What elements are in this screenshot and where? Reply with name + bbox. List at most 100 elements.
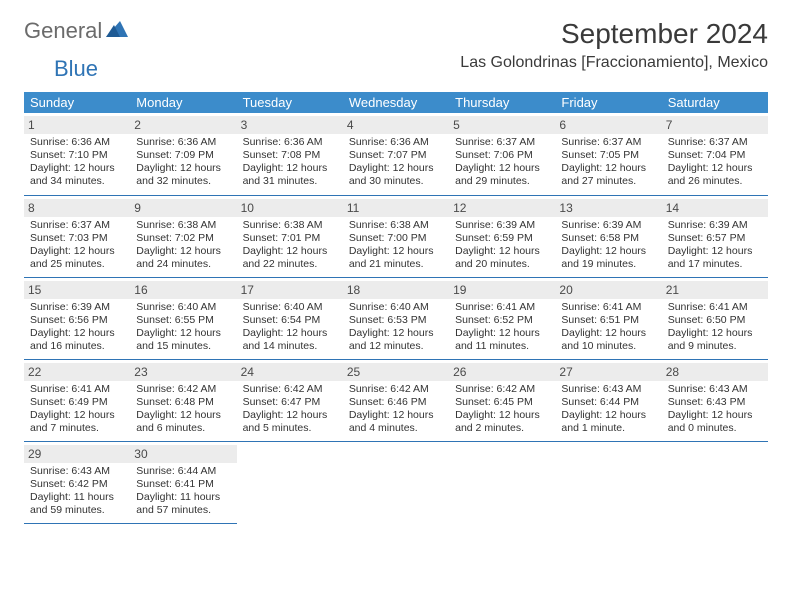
calendar-cell: 29Sunrise: 6:43 AMSunset: 6:42 PMDayligh… <box>24 441 130 523</box>
day-info: Sunrise: 6:43 AMSunset: 6:43 PMDaylight:… <box>668 383 762 436</box>
day-info-line: Daylight: 12 hours <box>30 409 124 422</box>
day-info-line: Sunset: 6:46 PM <box>349 396 443 409</box>
weekday-tuesday: Tuesday <box>237 92 343 113</box>
day-info: Sunrise: 6:40 AMSunset: 6:53 PMDaylight:… <box>349 301 443 354</box>
day-number: 28 <box>662 363 768 381</box>
day-info-line: and 24 minutes. <box>136 258 230 271</box>
day-number: 21 <box>662 281 768 299</box>
day-info-line: Sunrise: 6:38 AM <box>349 219 443 232</box>
calendar-row: 15Sunrise: 6:39 AMSunset: 6:56 PMDayligh… <box>24 277 768 359</box>
day-info-line: Sunrise: 6:37 AM <box>455 136 549 149</box>
day-number: 8 <box>24 199 130 217</box>
day-number: 10 <box>237 199 343 217</box>
day-number: 5 <box>449 116 555 134</box>
day-info-line: Sunset: 6:42 PM <box>30 478 124 491</box>
day-number: 18 <box>343 281 449 299</box>
logo: General <box>24 18 130 44</box>
day-info-line: Daylight: 12 hours <box>349 409 443 422</box>
calendar-cell: 2Sunrise: 6:36 AMSunset: 7:09 PMDaylight… <box>130 113 236 195</box>
day-info: Sunrise: 6:44 AMSunset: 6:41 PMDaylight:… <box>136 465 230 518</box>
day-info-line: Sunrise: 6:43 AM <box>30 465 124 478</box>
day-info: Sunrise: 6:41 AMSunset: 6:49 PMDaylight:… <box>30 383 124 436</box>
day-info-line: Daylight: 12 hours <box>668 162 762 175</box>
day-number: 6 <box>555 116 661 134</box>
day-info: Sunrise: 6:36 AMSunset: 7:07 PMDaylight:… <box>349 136 443 189</box>
day-info: Sunrise: 6:37 AMSunset: 7:06 PMDaylight:… <box>455 136 549 189</box>
day-info-line: Sunset: 6:58 PM <box>561 232 655 245</box>
day-info-line: and 22 minutes. <box>243 258 337 271</box>
calendar-cell: 11Sunrise: 6:38 AMSunset: 7:00 PMDayligh… <box>343 195 449 277</box>
day-info-line: Sunset: 6:49 PM <box>30 396 124 409</box>
day-info-line: Daylight: 12 hours <box>30 245 124 258</box>
month-title: September 2024 <box>460 18 768 50</box>
day-number: 7 <box>662 116 768 134</box>
day-info: Sunrise: 6:38 AMSunset: 7:02 PMDaylight:… <box>136 219 230 272</box>
day-info-line: Sunrise: 6:42 AM <box>136 383 230 396</box>
calendar-cell <box>555 441 661 523</box>
day-info-line: and 5 minutes. <box>243 422 337 435</box>
day-number: 17 <box>237 281 343 299</box>
day-info-line: Sunrise: 6:36 AM <box>349 136 443 149</box>
day-info-line: Daylight: 12 hours <box>243 327 337 340</box>
calendar-cell: 13Sunrise: 6:39 AMSunset: 6:58 PMDayligh… <box>555 195 661 277</box>
day-info-line: Daylight: 12 hours <box>455 162 549 175</box>
day-number: 22 <box>24 363 130 381</box>
day-info-line: Sunrise: 6:40 AM <box>349 301 443 314</box>
day-info-line: Sunset: 6:45 PM <box>455 396 549 409</box>
day-info-line: Sunrise: 6:36 AM <box>136 136 230 149</box>
day-info-line: Daylight: 12 hours <box>30 327 124 340</box>
weekday-saturday: Saturday <box>662 92 768 113</box>
day-info-line: Sunrise: 6:44 AM <box>136 465 230 478</box>
day-info-line: Sunrise: 6:41 AM <box>561 301 655 314</box>
calendar-cell: 25Sunrise: 6:42 AMSunset: 6:46 PMDayligh… <box>343 359 449 441</box>
day-info-line: Daylight: 11 hours <box>30 491 124 504</box>
day-info-line: Sunset: 7:07 PM <box>349 149 443 162</box>
calendar-cell: 5 Sunrise: 6:37 AMSunset: 7:06 PMDaylight… <box>449 113 555 195</box>
day-info-line: Sunset: 6:52 PM <box>455 314 549 327</box>
calendar-body: 1Sunrise: 6:36 AMSunset: 7:10 PMDaylight… <box>24 113 768 523</box>
day-number: 16 <box>130 281 236 299</box>
day-info: Sunrise: 6:42 AMSunset: 6:45 PMDaylight:… <box>455 383 549 436</box>
day-info-line: Sunset: 6:55 PM <box>136 314 230 327</box>
day-number: 11 <box>343 199 449 217</box>
day-number: 25 <box>343 363 449 381</box>
calendar-cell: 4 Sunrise: 6:36 AMSunset: 7:07 PMDaylight… <box>343 113 449 195</box>
day-info-line: and 11 minutes. <box>455 340 549 353</box>
day-info-line: and 9 minutes. <box>668 340 762 353</box>
day-info: Sunrise: 6:37 AMSunset: 7:04 PMDaylight:… <box>668 136 762 189</box>
day-number: 20 <box>555 281 661 299</box>
day-number: 15 <box>24 281 130 299</box>
day-info-line: and 19 minutes. <box>561 258 655 271</box>
day-info: Sunrise: 6:40 AMSunset: 6:55 PMDaylight:… <box>136 301 230 354</box>
calendar-cell: 27Sunrise: 6:43 AMSunset: 6:44 PMDayligh… <box>555 359 661 441</box>
day-info-line: Daylight: 12 hours <box>243 162 337 175</box>
day-info: Sunrise: 6:37 AMSunset: 7:05 PMDaylight:… <box>561 136 655 189</box>
calendar-cell: 8Sunrise: 6:37 AMSunset: 7:03 PMDaylight… <box>24 195 130 277</box>
day-info-line: Sunrise: 6:39 AM <box>455 219 549 232</box>
weekday-sunday: Sunday <box>24 92 130 113</box>
day-info: Sunrise: 6:36 AMSunset: 7:10 PMDaylight:… <box>30 136 124 189</box>
day-info-line: Daylight: 12 hours <box>455 409 549 422</box>
day-info-line: Sunrise: 6:41 AM <box>455 301 549 314</box>
calendar-cell: 28 Sunrise: 6:43 AMSunset: 6:43 PMDayligh… <box>662 359 768 441</box>
day-number: 19 <box>449 281 555 299</box>
title-block: September 2024 Las Golondrinas [Fraccion… <box>460 18 768 72</box>
calendar-cell <box>343 441 449 523</box>
day-info-line: Sunrise: 6:39 AM <box>668 219 762 232</box>
day-number: 26 <box>449 363 555 381</box>
day-info-line: Sunset: 6:43 PM <box>668 396 762 409</box>
day-info-line: Daylight: 12 hours <box>561 245 655 258</box>
calendar-cell: 22 Sunrise: 6:41 AMSunset: 6:49 PMDayligh… <box>24 359 130 441</box>
day-number: 4 <box>343 116 449 134</box>
day-info-line: and 30 minutes. <box>349 175 443 188</box>
day-info: Sunrise: 6:42 AMSunset: 6:48 PMDaylight:… <box>136 383 230 436</box>
day-info-line: and 29 minutes. <box>455 175 549 188</box>
day-info-line: Daylight: 12 hours <box>455 245 549 258</box>
calendar-cell: 9Sunrise: 6:38 AMSunset: 7:02 PMDaylight… <box>130 195 236 277</box>
day-info-line: and 26 minutes. <box>668 175 762 188</box>
calendar-cell: 20Sunrise: 6:41 AMSunset: 6:51 PMDayligh… <box>555 277 661 359</box>
day-info-line: Sunset: 7:08 PM <box>243 149 337 162</box>
day-info-line: and 34 minutes. <box>30 175 124 188</box>
calendar-cell: 7 Sunrise: 6:37 AMSunset: 7:04 PMDaylight… <box>662 113 768 195</box>
day-info-line: Sunrise: 6:36 AM <box>30 136 124 149</box>
